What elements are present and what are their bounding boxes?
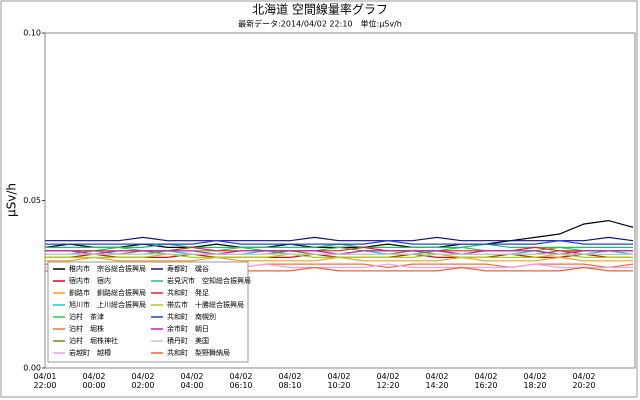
y-tick-label: 0.05 — [23, 196, 41, 205]
legend-label: 釧路市 釧路総合振興局 — [69, 288, 146, 297]
legend-label: 泊村 茶津 — [69, 312, 104, 321]
x-tick-label: 04/02 08:10 — [278, 372, 302, 390]
legend-label: 余市町 朝日 — [167, 324, 209, 333]
legend-label: 泊村 堀株神社 — [69, 336, 118, 345]
legend-label: 岩越町 越樽 — [69, 348, 111, 357]
legend-label: 共和町 梨野舞納局 — [167, 348, 230, 357]
legend-label: 共和町 発足 — [167, 288, 209, 297]
x-tick-label: 04/02 02:00 — [131, 372, 155, 390]
legend-label: 積丹町 美国 — [167, 336, 209, 345]
series-line — [45, 253, 633, 258]
x-tick-label: 04/02 00:00 — [82, 372, 106, 390]
legend-label: 稚内市 宗谷総合振興局 — [69, 264, 146, 273]
chart-title: 北海道 空間線量率グラフ — [252, 2, 388, 17]
x-tick-label: 04/02 04:00 — [180, 372, 204, 390]
legend-box — [47, 261, 249, 363]
legend-label: 旭川市 上川総合振興局 — [69, 300, 146, 309]
y-tick-label: 0.10 — [23, 29, 41, 38]
x-tick-label: 04/02 20:20 — [572, 372, 596, 390]
legend-label: 共和町 南幌別 — [167, 312, 216, 321]
x-tick-label: 04/02 06:10 — [229, 372, 253, 390]
x-tick-label: 04/02 18:20 — [523, 372, 547, 390]
x-tick-label: 04/02 10:20 — [327, 372, 351, 390]
chart-subtitle: 最新データ:2014/04/02 22:10 単位:μSv/h — [238, 19, 402, 29]
y-axis-label: μSv/h — [5, 183, 19, 217]
x-tick-label: 04/01 22:00 — [33, 372, 57, 390]
series-line — [45, 240, 633, 245]
legend-label: 岩見沢市 空知総合振興局 — [167, 276, 251, 285]
x-tick-label: 04/02 12:20 — [376, 372, 400, 390]
legend-label: 寿都町 磯谷 — [167, 264, 209, 273]
series-line — [45, 236, 634, 242]
legend-label: 泊村 堀株 — [69, 324, 104, 333]
x-tick-label: 04/02 16:20 — [474, 372, 498, 390]
legend-label: 帯広市 十勝総合振興局 — [167, 300, 244, 309]
y-tick-label: 0.00 — [23, 364, 41, 373]
x-tick-label: 04/02 14:20 — [425, 372, 449, 390]
legend-label: 宿内市 宿内 — [69, 276, 111, 285]
